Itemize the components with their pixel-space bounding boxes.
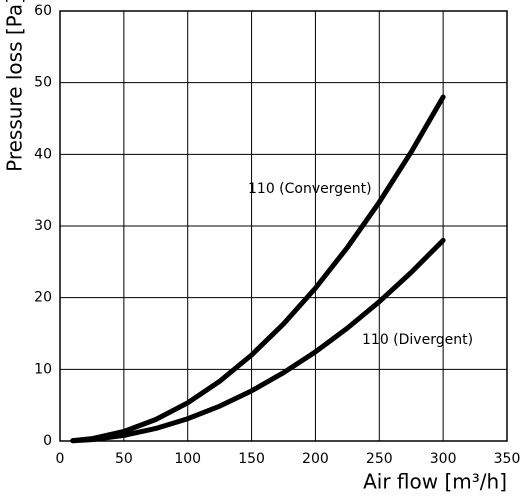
x-axis-label: Air flow [m³/h]	[363, 470, 507, 494]
x-tick-label: 250	[366, 451, 393, 467]
x-tick-label: 150	[238, 451, 265, 467]
y-tick-label: 0	[43, 433, 52, 449]
y-tick-label: 40	[34, 146, 52, 162]
data-line	[70, 94, 446, 444]
y-tick-label: 60	[34, 3, 52, 19]
x-tick-label: 300	[430, 451, 457, 467]
y-tick-label: 50	[34, 75, 52, 91]
y-tick-label: 10	[34, 361, 52, 377]
series-label: 110 (Convergent)	[248, 181, 372, 197]
y-tick-label: 20	[34, 290, 52, 306]
plot-frame	[59, 10, 508, 442]
x-tick-label: 200	[302, 451, 329, 467]
x-tick-label: 50	[115, 451, 133, 467]
x-tick-label: 350	[494, 451, 521, 467]
y-tick-label: 30	[34, 218, 52, 234]
series-label: 110 (Divergent)	[362, 332, 473, 348]
x-tick-label: 0	[56, 451, 65, 467]
data-line	[70, 237, 446, 444]
x-tick-label: 100	[174, 451, 201, 467]
y-axis-label: Pressure loss [Pa]	[3, 0, 27, 172]
